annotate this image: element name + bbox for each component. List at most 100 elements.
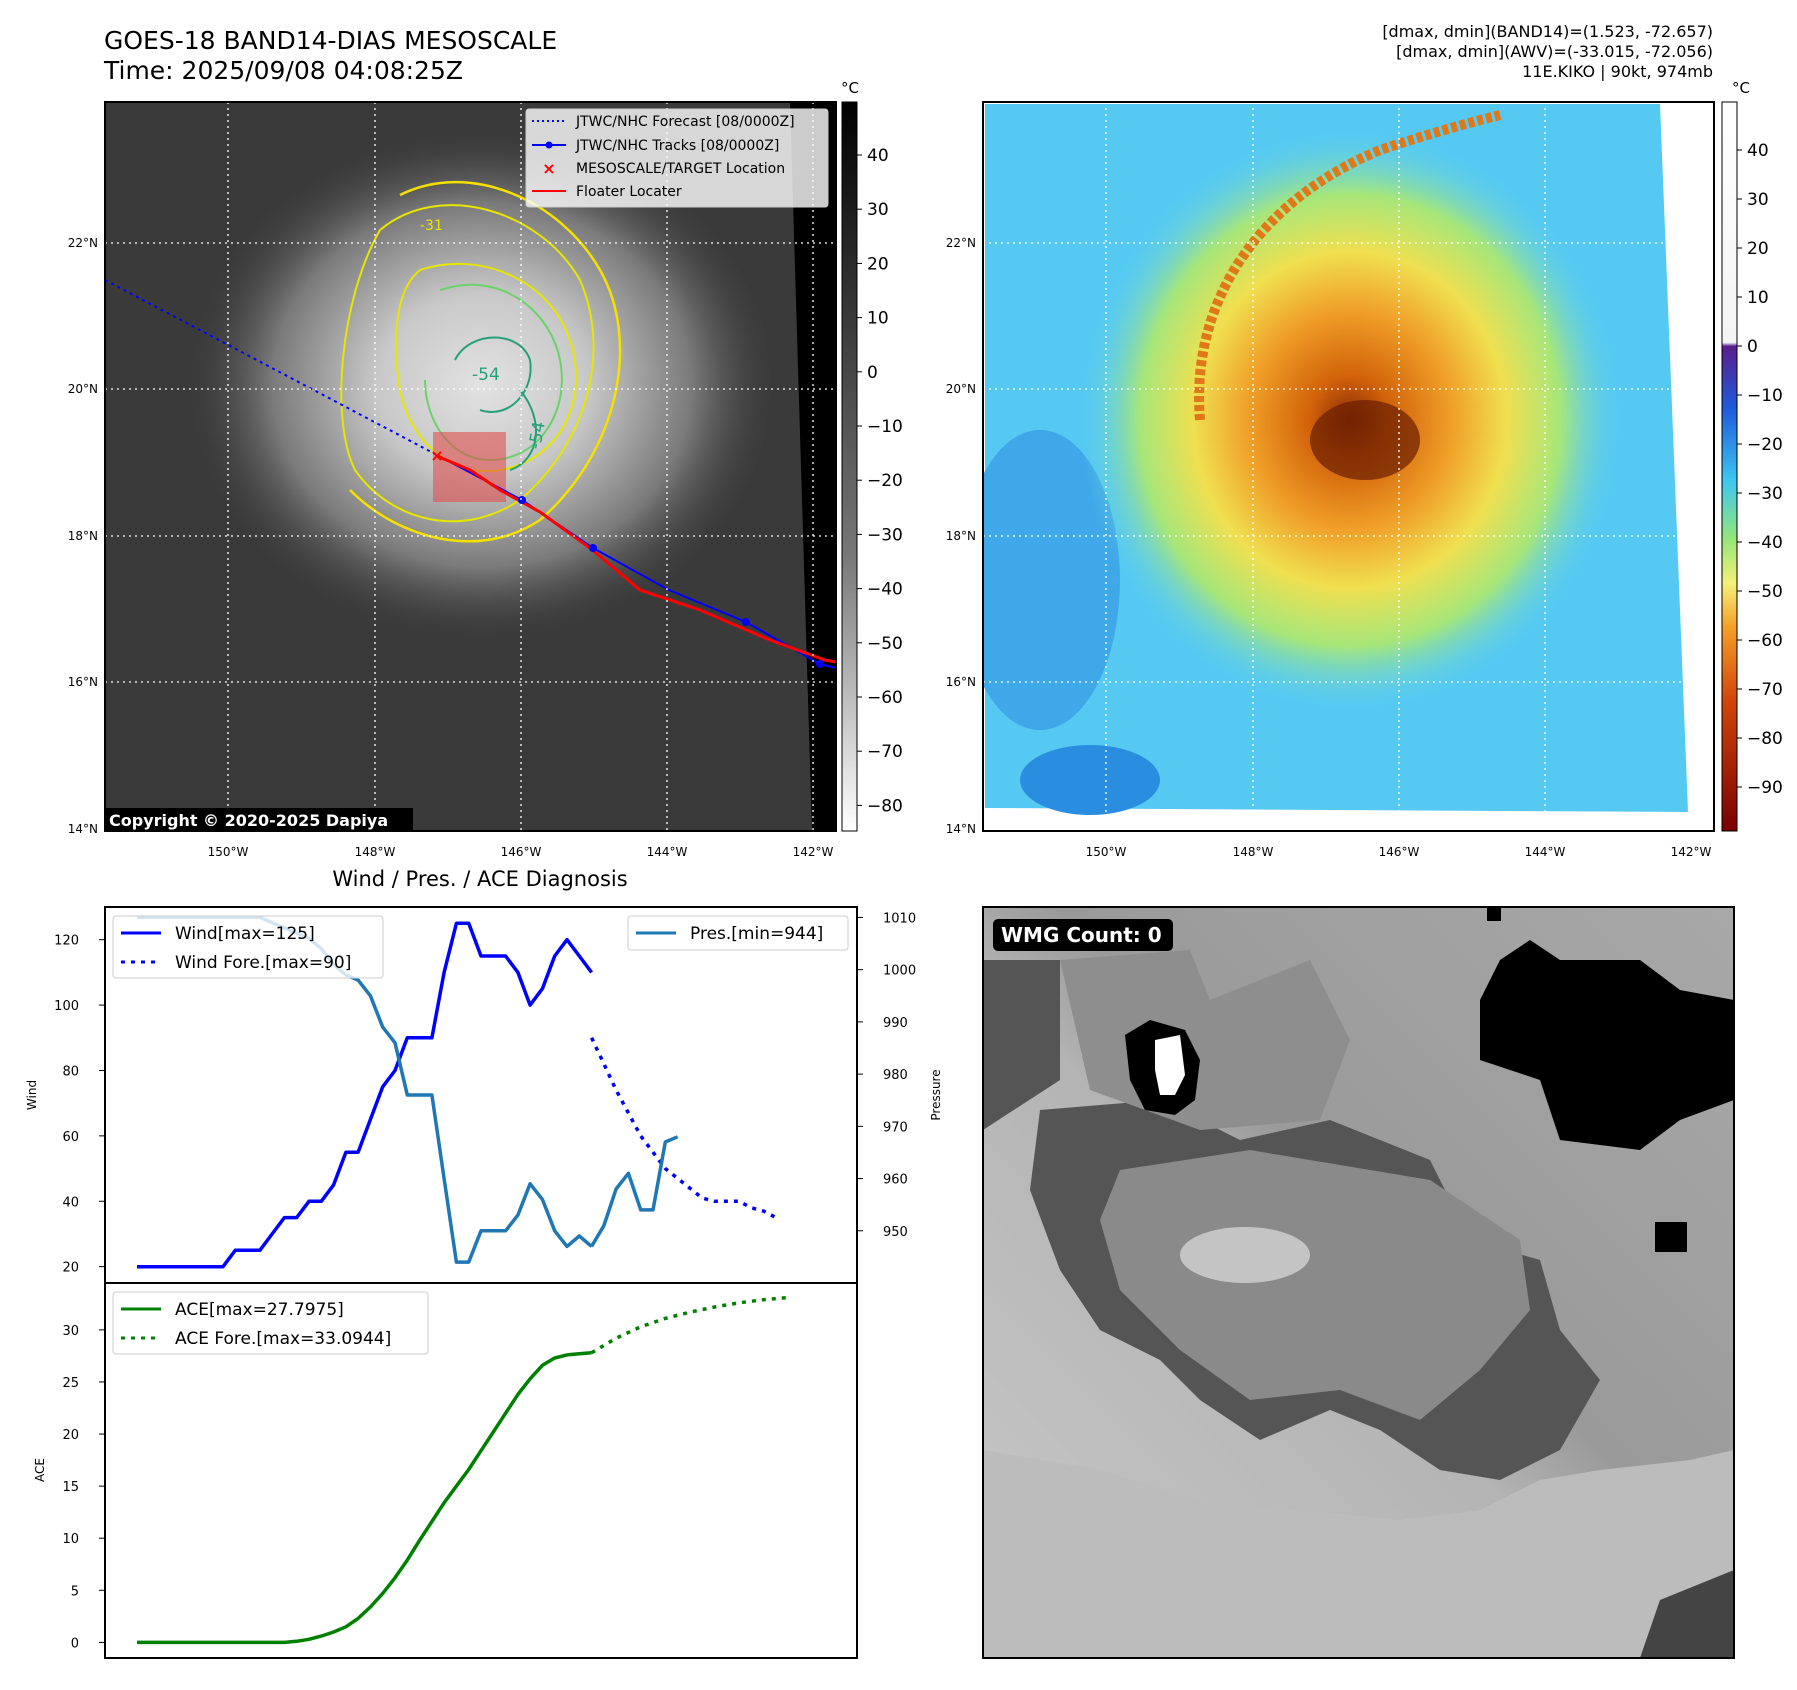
awv-colorbar-ticks: 40 30 20 10 0 −10 −20 −30 −40 −50 −60 −70 −80 −90: [1737, 141, 1783, 798]
axis-tick-label: 80: [62, 1064, 79, 1079]
pressure-legend: Pres.[min=944]: [627, 915, 849, 951]
colorbar-tick-label: 30: [867, 200, 889, 220]
title-line-2: Time: 2025/09/08 04:08:25Z: [104, 56, 463, 85]
legend-floater-label: Floater Locater: [576, 184, 682, 200]
legend-tracks-label: JTWC/NHC Tracks [08/0000Z]: [575, 138, 779, 154]
legend-wind-fore-label: Wind Fore.[max=90]: [175, 953, 351, 973]
axis-tick-label: 0: [71, 1636, 79, 1651]
awv-lat-label: 20°N: [946, 382, 976, 396]
ir-colorbar: [841, 101, 858, 832]
wmg-panel: WMG Count: 0: [982, 906, 1735, 1659]
awv-eye-region: [1310, 400, 1420, 480]
colorbar-tick-label: −30: [1747, 484, 1783, 504]
axis-tick-label: 980: [883, 1068, 908, 1083]
wmg-mid-region: [1100, 1150, 1530, 1420]
legend-wind-label: Wind[max=125]: [175, 924, 315, 944]
colorbar-tick-label: 10: [1747, 288, 1769, 308]
ir-lat-labels: 22°N 20°N 18°N 16°N 14°N: [68, 236, 98, 836]
wind-forecast-line: [590, 1037, 777, 1220]
ir-lon-labels: 150°W 148°W 146°W 144°W 142°W: [208, 845, 834, 859]
target-x-marker: ×: [430, 446, 443, 465]
ir-lat-label: 22°N: [68, 236, 98, 250]
awv-lon-label: 148°W: [1233, 845, 1274, 859]
awv-map-panel: 22°N 20°N 18°N 16°N 14°N 150°W 148°W 146…: [946, 79, 1783, 859]
colorbar-tick-label: −50: [1747, 582, 1783, 602]
wmg-light-region: [983, 1450, 1734, 1658]
awv-lat-label: 22°N: [946, 236, 976, 250]
wmg-black-region: [1480, 940, 1734, 1150]
wind-legend: Wind[max=125] Wind Fore.[max=90]: [112, 915, 384, 979]
legend-ace-label: ACE[max=27.7975]: [175, 1300, 344, 1320]
axis-tick-label: 10: [62, 1532, 79, 1547]
copyright-box: [105, 808, 413, 832]
legend-pressure-label: Pres.[min=944]: [690, 924, 823, 944]
pressure-axis-label: Pressure: [929, 1069, 943, 1120]
ir-lat-label: 14°N: [68, 822, 98, 836]
ir-lon-label: 146°W: [501, 845, 542, 859]
awv-lon-label: 146°W: [1379, 845, 1420, 859]
axis-tick-label: 30: [62, 1324, 79, 1339]
colorbar-tick-label: −20: [867, 471, 903, 491]
axis-tick-label: 60: [62, 1130, 79, 1145]
wmg-black-spot: [1655, 1222, 1687, 1252]
legend-forecast-label: JTWC/NHC Forecast [08/0000Z]: [575, 114, 795, 130]
wmg-frame: [982, 906, 1735, 1659]
wmg-dark-corner: [1640, 1570, 1734, 1658]
ace-axis-label: ACE: [33, 1458, 47, 1482]
ace-forecast-line: [590, 1295, 789, 1355]
track-point: [589, 544, 597, 552]
ir-map-frame: [104, 101, 837, 832]
wmg-dark-region: [983, 960, 1060, 1130]
ir-colorbar-ticks: 40 30 20 10 0 −10 −20 −30 −40 −50 −60 −70 −80: [857, 146, 903, 816]
mesoscale-target-box: [433, 432, 506, 502]
wmg-white-spot: [1155, 1035, 1185, 1095]
axis-tick-label: 960: [883, 1173, 908, 1188]
ir-lat-label: 18°N: [68, 529, 98, 543]
diagnosis-panel: Wind / Pres. / ACE Diagnosis 20406080100…: [25, 867, 943, 1659]
axis-tick-label: 15: [62, 1480, 79, 1495]
awv-lon-labels: 150°W 148°W 146°W 144°W 142°W: [1086, 845, 1712, 859]
colorbar-tick-label: −80: [867, 796, 903, 816]
ir-contour-outer: [349, 180, 622, 543]
ir-storm-cloud: [170, 125, 770, 645]
ir-contour-label-1: -54: [472, 365, 500, 385]
awv-lon-label: 142°W: [1671, 845, 1712, 859]
colorbar-tick-label: −10: [867, 417, 903, 437]
awv-colorbar-unit: °C: [1732, 79, 1750, 97]
awv-lat-labels: 22°N 20°N 18°N 16°N 14°N: [946, 236, 976, 836]
colorbar-tick-label: 0: [1747, 337, 1758, 357]
info-line-3: 11E.KIKO | 90kt, 974mb: [1522, 62, 1713, 81]
colorbar-tick-label: −40: [867, 580, 903, 600]
ir-contour-label-2: -54: [525, 420, 550, 451]
info-line-1: [dmax, dmin](BAND14)=(1.523, -72.657): [1382, 22, 1713, 41]
colorbar-tick-label: −70: [867, 742, 903, 762]
copyright-text: Copyright © 2020-2025 Dapiya: [109, 811, 388, 830]
axis-tick-label: 970: [883, 1120, 908, 1135]
colorbar-tick-label: −90: [1747, 778, 1783, 798]
axis-tick-label: 20: [62, 1428, 79, 1443]
wind-series-line: [137, 921, 593, 1269]
legend-target-swatch: ×: [542, 159, 555, 178]
axis-tick-label: 5: [71, 1584, 79, 1599]
legend-ace-fore-label: ACE Fore.[max=33.0944]: [175, 1329, 391, 1349]
figure-info: [dmax, dmin](BAND14)=(1.523, -72.657) [d…: [1382, 22, 1713, 82]
colorbar-tick-label: −30: [867, 525, 903, 545]
colorbar-tick-label: 10: [867, 309, 889, 329]
awv-outer-band: [1194, 110, 1502, 421]
ir-lat-label: 20°N: [68, 382, 98, 396]
legend-target-label: MESOSCALE/TARGET Location: [576, 161, 785, 177]
ace-legend: ACE[max=27.7975] ACE Fore.[max=33.0944]: [112, 1291, 429, 1355]
awv-gridlines: [983, 102, 1714, 831]
track-point: [518, 496, 526, 504]
ace-series-line: [137, 1351, 592, 1645]
awv-lat-label: 14°N: [946, 822, 976, 836]
pressure-extension-line: [590, 1135, 679, 1248]
wmg-eye-region: [1180, 1227, 1310, 1283]
awv-dry-region: [983, 430, 1120, 730]
colorbar-tick-label: −50: [867, 634, 903, 654]
track-point: [816, 660, 824, 668]
ir-map-panel: -54 -54 -31 × Copyright © 2020-2025 Dapi…: [68, 79, 903, 859]
axis-tick-label: 25: [62, 1376, 79, 1391]
awv-lon-label: 144°W: [1525, 845, 1566, 859]
ir-lon-label: 148°W: [355, 845, 396, 859]
